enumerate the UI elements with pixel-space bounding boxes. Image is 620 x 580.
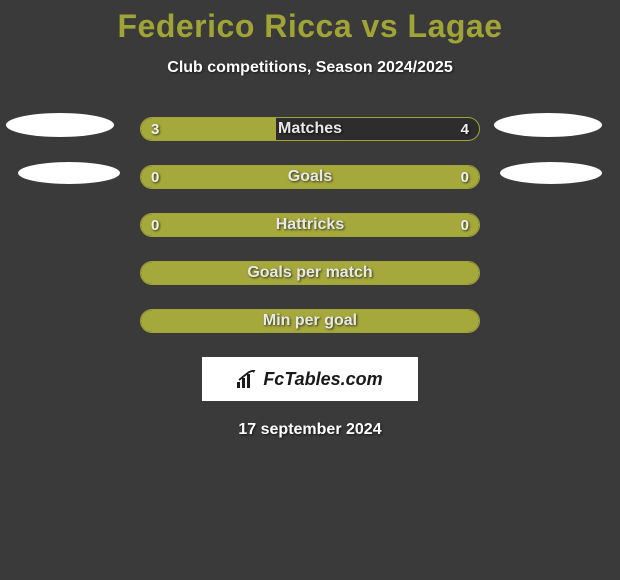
logo: FcTables.com xyxy=(237,369,382,390)
stat-bar: Min per goal xyxy=(140,309,480,333)
chart-icon xyxy=(237,370,259,388)
logo-box: FcTables.com xyxy=(202,357,418,401)
stat-value-right: 4 xyxy=(461,121,469,138)
stat-row: 0Hattricks0 xyxy=(0,213,620,237)
stat-row: 3Matches4 xyxy=(0,117,620,141)
page-title: Federico Ricca vs Lagae xyxy=(0,8,620,45)
stat-label: Matches xyxy=(141,120,479,138)
player-marker-left xyxy=(6,113,114,137)
chart-area: 3Matches40Goals00Hattricks0Goals per mat… xyxy=(0,117,620,333)
stat-bar: 3Matches4 xyxy=(140,117,480,141)
stat-row: Goals per match xyxy=(0,261,620,285)
stat-label: Hattricks xyxy=(141,216,479,234)
stat-label: Goals xyxy=(141,168,479,186)
stat-label: Min per goal xyxy=(141,312,479,330)
stat-bar: 0Hattricks0 xyxy=(140,213,480,237)
stat-value-right: 0 xyxy=(461,217,469,234)
player-marker-right xyxy=(500,162,602,184)
stat-value-right: 0 xyxy=(461,169,469,186)
date-text: 17 september 2024 xyxy=(0,421,620,439)
player-marker-left xyxy=(18,162,120,184)
stat-row: 0Goals0 xyxy=(0,165,620,189)
main-container: Federico Ricca vs Lagae Club competition… xyxy=(0,0,620,439)
stat-row: Min per goal xyxy=(0,309,620,333)
stat-bar: Goals per match xyxy=(140,261,480,285)
stat-label: Goals per match xyxy=(141,264,479,282)
subtitle: Club competitions, Season 2024/2025 xyxy=(0,59,620,77)
player-marker-right xyxy=(494,113,602,137)
logo-text: FcTables.com xyxy=(263,369,382,390)
stat-bar: 0Goals0 xyxy=(140,165,480,189)
